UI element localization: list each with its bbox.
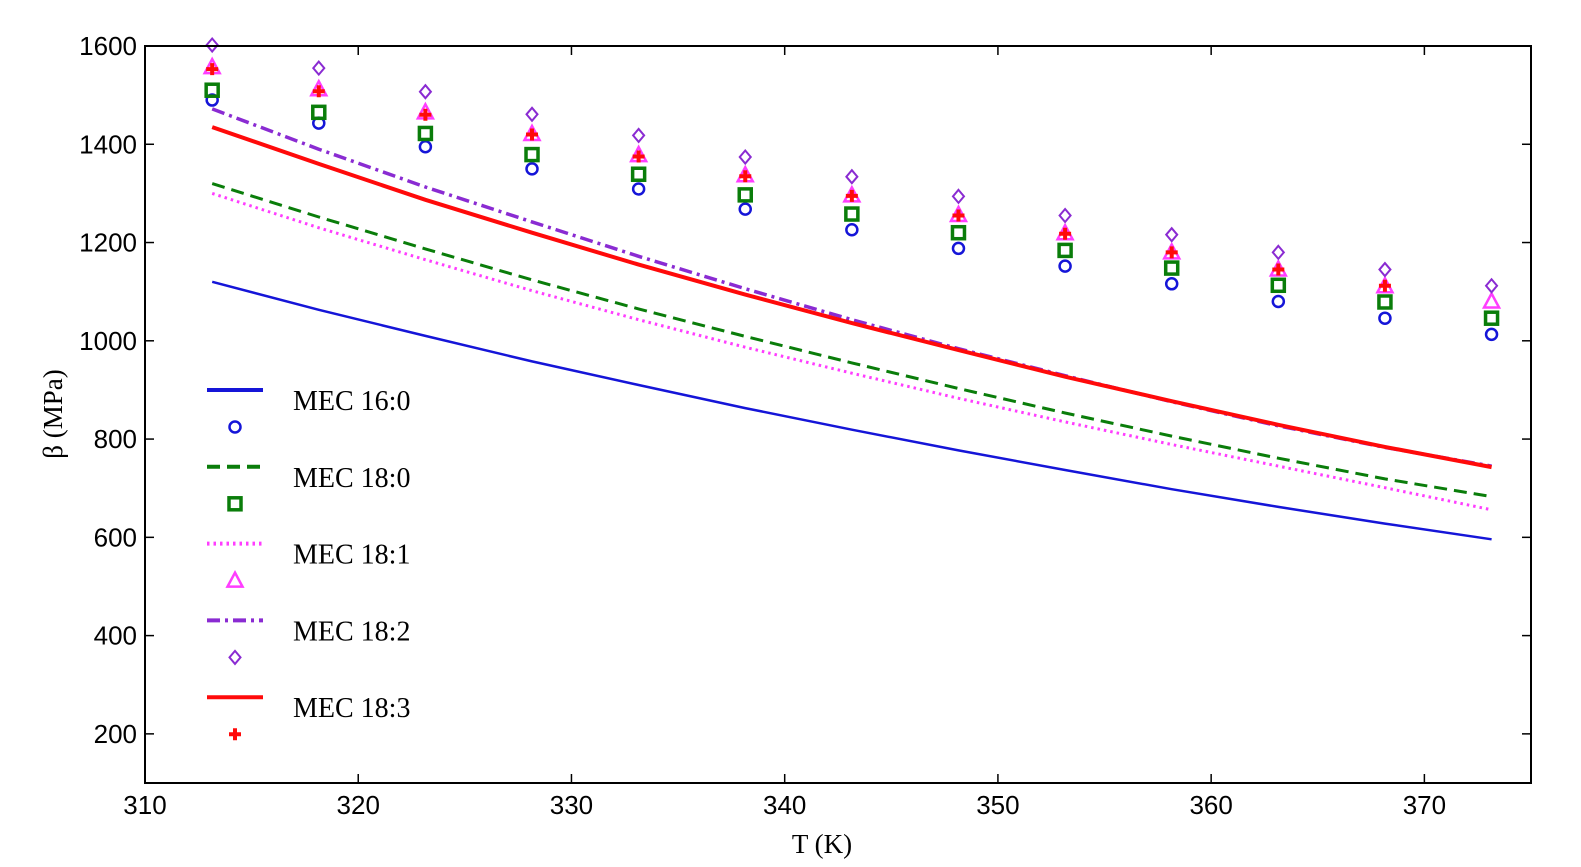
x-tick-label: 310 bbox=[123, 790, 166, 820]
y-tick-label: 600 bbox=[94, 522, 137, 552]
series-line bbox=[211, 191, 1492, 512]
data-point bbox=[632, 150, 645, 163]
data-point bbox=[951, 188, 966, 205]
data-point bbox=[1058, 259, 1072, 273]
series-line bbox=[211, 107, 1492, 468]
legend-marker-sample bbox=[229, 728, 241, 741]
data-point bbox=[950, 224, 967, 241]
data-point bbox=[1058, 207, 1072, 224]
data-point bbox=[206, 63, 219, 76]
data-point bbox=[1378, 261, 1392, 278]
data-point bbox=[419, 108, 432, 121]
x-axis-title: T (K) bbox=[792, 829, 852, 859]
data-point bbox=[417, 125, 434, 142]
legend-marker-sample bbox=[228, 420, 242, 434]
y-tick-label: 1200 bbox=[79, 228, 137, 258]
y-tick-label: 1000 bbox=[79, 326, 137, 356]
series-line bbox=[211, 125, 1492, 470]
data-point bbox=[951, 241, 966, 256]
data-point bbox=[525, 162, 539, 176]
data-point bbox=[845, 168, 859, 185]
legend-marker-sample bbox=[227, 496, 243, 512]
data-point bbox=[1377, 294, 1393, 310]
data-point bbox=[1270, 277, 1287, 294]
y-tick-label: 200 bbox=[94, 719, 137, 749]
data-point bbox=[738, 202, 752, 216]
data-point bbox=[737, 187, 753, 203]
data-point bbox=[524, 146, 540, 163]
data-point bbox=[418, 83, 433, 100]
y-tick-label: 800 bbox=[94, 424, 137, 454]
data-point bbox=[1059, 227, 1072, 240]
y-tick-label: 400 bbox=[94, 621, 137, 651]
data-point bbox=[1271, 244, 1286, 261]
axis-ticks: 310 320 330 340 350 360 370 200 400 600 800 1000 120… bbox=[79, 31, 1531, 820]
data-point bbox=[952, 209, 965, 222]
data-point bbox=[1272, 263, 1285, 276]
data-point bbox=[1481, 290, 1502, 309]
x-tick-label: 320 bbox=[337, 790, 380, 820]
legend-label: MEC 18:2 bbox=[293, 616, 410, 647]
legend-marker-sample bbox=[228, 649, 242, 666]
legend-label: MEC 18:0 bbox=[293, 463, 410, 494]
legend-label: MEC 18:1 bbox=[293, 540, 410, 571]
data-point bbox=[845, 223, 859, 237]
data-point bbox=[418, 139, 433, 154]
data-point bbox=[205, 36, 219, 54]
data-point bbox=[1164, 226, 1179, 243]
plot-frame bbox=[144, 45, 1532, 784]
x-tick-label: 370 bbox=[1403, 790, 1446, 820]
y-tick-label: 1400 bbox=[79, 129, 137, 159]
legend-marker-sample bbox=[225, 569, 245, 588]
data-point bbox=[312, 85, 325, 98]
data-point bbox=[631, 127, 646, 144]
series-line bbox=[211, 182, 1492, 499]
x-tick-label: 360 bbox=[1189, 790, 1232, 820]
data-point bbox=[1271, 294, 1286, 309]
data-point bbox=[204, 82, 220, 98]
series-line bbox=[211, 280, 1492, 541]
data-point bbox=[1484, 277, 1499, 294]
data-point bbox=[844, 206, 860, 222]
legend-label: MEC 18:3 bbox=[293, 693, 410, 724]
data-point bbox=[1164, 277, 1179, 291]
legend-label: MEC 16:0 bbox=[293, 386, 410, 417]
data-point bbox=[1165, 246, 1178, 259]
data-point bbox=[738, 148, 753, 166]
x-tick-label: 330 bbox=[550, 790, 593, 820]
legend: MEC 16:0 MEC 18:0 MEC 18:1 MEC 18:2 MEC 18:3 bbox=[207, 386, 410, 741]
data-point bbox=[1483, 310, 1500, 326]
data-point bbox=[631, 182, 646, 196]
data-point bbox=[526, 128, 539, 141]
plot-marks bbox=[202, 36, 1502, 541]
data-point bbox=[525, 106, 539, 123]
data-point bbox=[1163, 260, 1180, 276]
y-tick-label: 1600 bbox=[79, 31, 137, 61]
data-point bbox=[845, 189, 858, 202]
data-point bbox=[630, 166, 647, 182]
data-point bbox=[311, 60, 326, 77]
x-tick-label: 340 bbox=[763, 790, 806, 820]
data-point bbox=[739, 170, 752, 183]
data-point bbox=[311, 104, 327, 121]
data-point bbox=[1057, 242, 1073, 259]
data-point bbox=[1378, 279, 1391, 292]
data-point bbox=[1484, 327, 1499, 342]
x-tick-label: 350 bbox=[976, 790, 1019, 820]
data-point bbox=[1378, 311, 1392, 325]
y-axis-title: β (MPa) bbox=[38, 369, 68, 458]
